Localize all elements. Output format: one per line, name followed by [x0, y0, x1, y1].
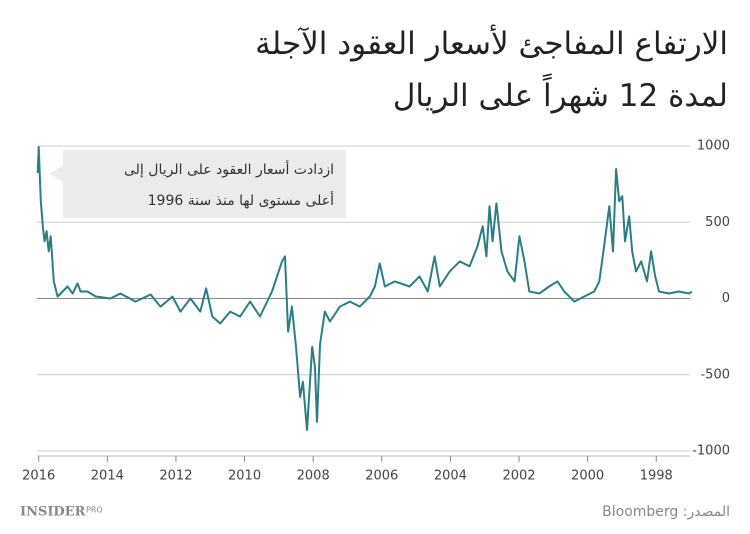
x-tick-label: 2000 [571, 469, 604, 484]
x-tick-label: 1998 [640, 469, 673, 484]
y-tick-label: -1000 [692, 444, 730, 459]
x-tick-label: 2014 [91, 469, 124, 484]
title-line: لمدة 12 شهراً على الريال [392, 78, 728, 114]
logo-suffix: PRO [86, 506, 103, 515]
chart-title: الارتفاع المفاجئ لأسعار العقود الآجلة لم… [8, 18, 728, 122]
callout-pointer [50, 165, 63, 182]
annotation: أعلى مستوى لها منذ سنة 1996 [148, 191, 334, 209]
annotation: ازدادت أسعار العقود على الريال إلى [124, 160, 334, 178]
y-tick-label: 0 [722, 291, 730, 306]
logo: INSIDER [20, 505, 86, 520]
x-tick-label: 2004 [434, 469, 467, 484]
title-line: الارتفاع المفاجئ لأسعار العقود الآجلة [255, 26, 728, 62]
y-tick-label: 1000 [697, 139, 730, 154]
data-line [36, 146, 693, 431]
x-tick-label: 2016 [22, 469, 55, 484]
x-tick-label: 2006 [365, 469, 398, 484]
x-tick-label: 2002 [502, 469, 535, 484]
x-tick-label: 2012 [159, 469, 192, 484]
callout-box [63, 150, 346, 218]
source: المصدر: Bloomberg [602, 504, 730, 520]
x-tick-label: 2010 [228, 469, 261, 484]
y-tick-label: -500 [700, 367, 730, 382]
x-tick-label: 2008 [297, 469, 330, 484]
y-tick-label: 500 [705, 215, 730, 230]
